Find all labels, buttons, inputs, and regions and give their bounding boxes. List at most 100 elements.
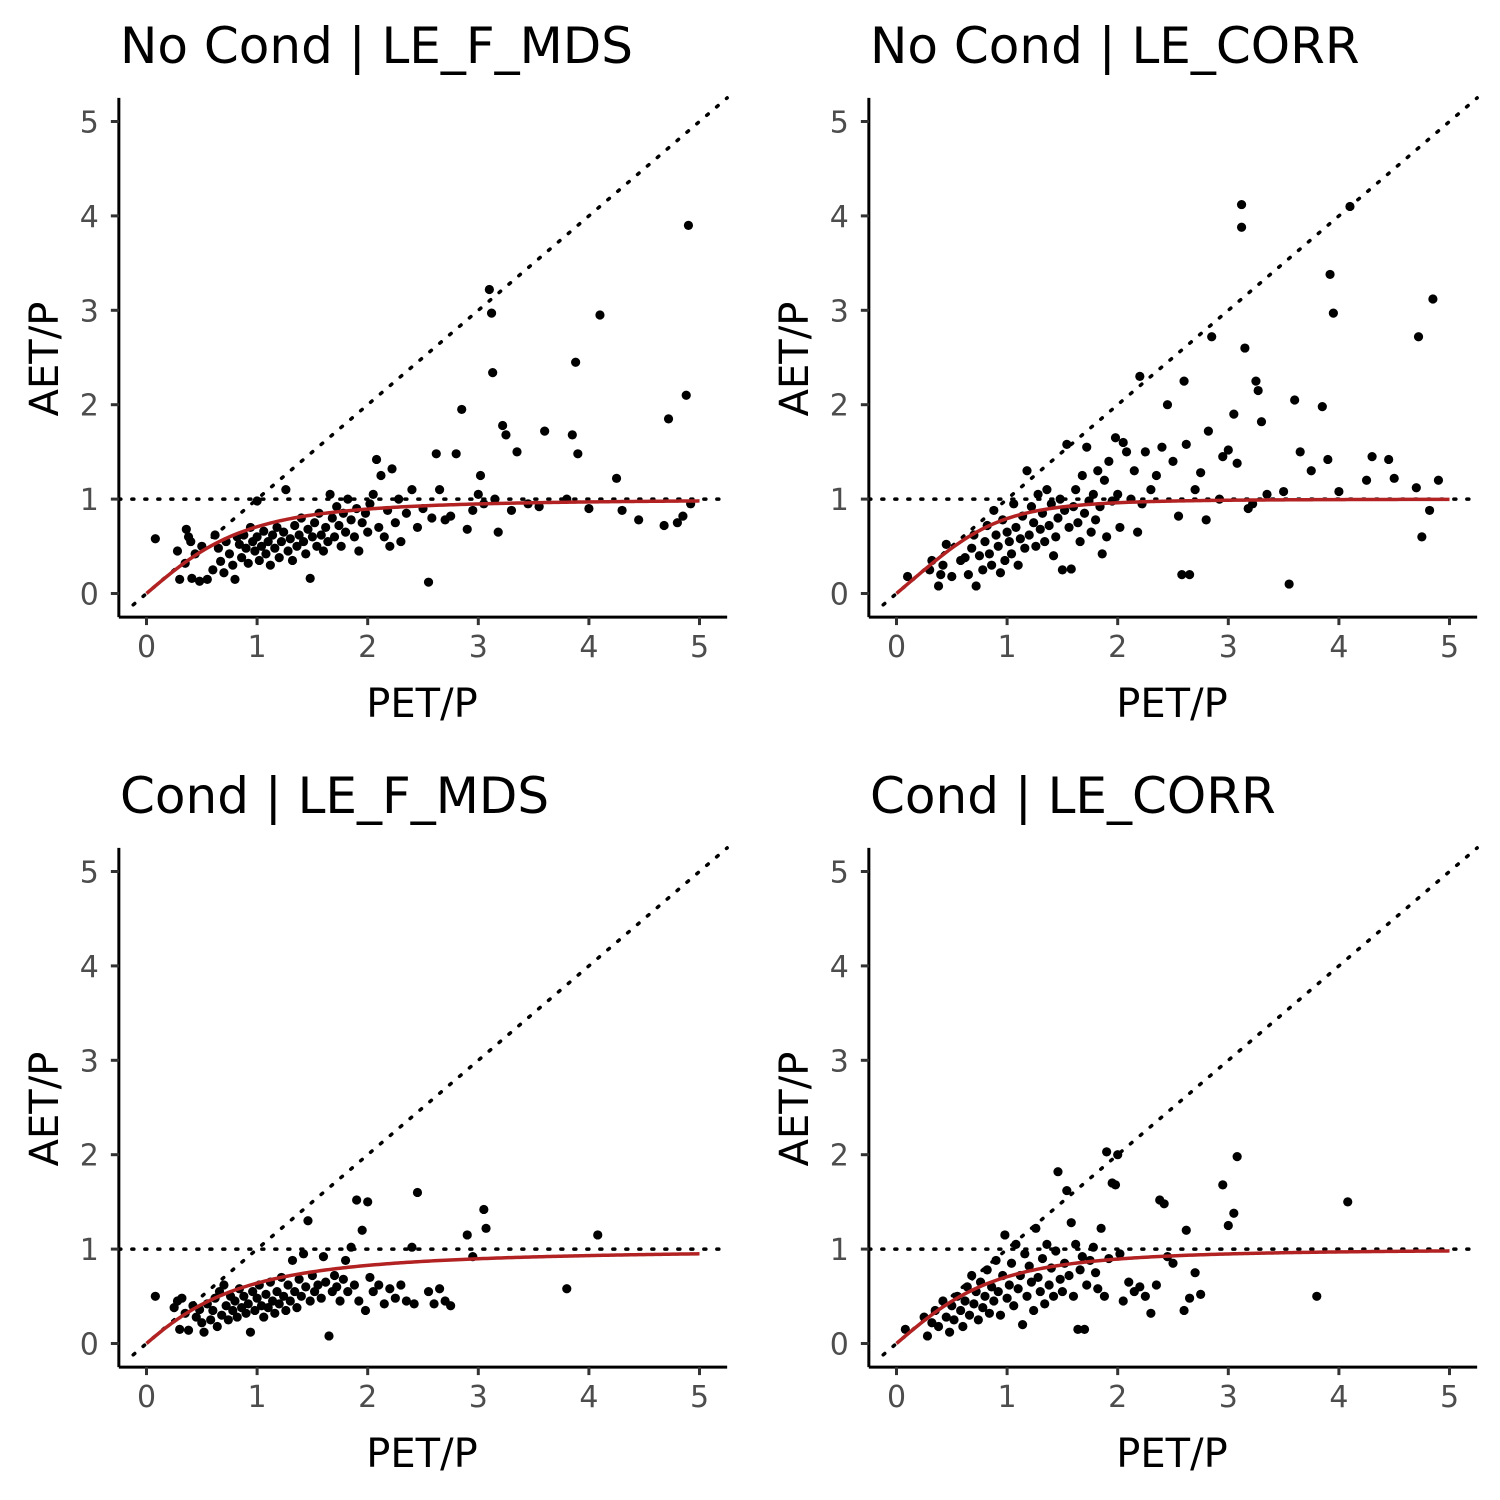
data-point — [1026, 502, 1037, 512]
data-point — [228, 1305, 238, 1316]
data-point — [1181, 439, 1191, 449]
data-point — [335, 1296, 345, 1306]
data-point — [681, 390, 691, 400]
data-point — [984, 1308, 995, 1318]
data-point — [941, 1312, 951, 1322]
data-point — [208, 1305, 218, 1316]
data-point — [1077, 470, 1087, 481]
y-tick-label: 4 — [80, 200, 99, 235]
data-point — [980, 1291, 990, 1301]
data-point — [1079, 1324, 1090, 1334]
data-point — [241, 1308, 251, 1318]
panel-no-cond-le-f-mds: No Cond | LE_F_MDS PET/P AET/P 0 1 2 3 4 5 0 1 2… — [22, 17, 729, 727]
x-tick-label: 5 — [1440, 630, 1459, 665]
data-point — [407, 485, 417, 495]
data-point — [379, 532, 389, 542]
data-point — [989, 505, 999, 516]
data-point — [462, 524, 472, 534]
data-point — [1090, 1268, 1101, 1278]
panel-cond-le-f-mds: Cond | LE_F_MDS PET/P AET/P 0 1 2 3 4 5 0 1 2 3 4 5 — [22, 767, 729, 1477]
data-point — [1048, 1291, 1059, 1301]
data-point — [394, 494, 404, 504]
data-point — [1196, 468, 1206, 478]
x-tick-label: 1 — [248, 630, 267, 665]
data-point — [1236, 222, 1247, 232]
data-point — [208, 565, 218, 575]
data-point — [1384, 454, 1394, 465]
y-tick-label: 3 — [80, 294, 99, 329]
data-point — [1009, 499, 1019, 509]
data-point — [1048, 551, 1059, 561]
data-point — [506, 505, 517, 516]
data-point — [1146, 1308, 1156, 1318]
data-point — [1024, 1261, 1034, 1271]
data-point — [1133, 527, 1143, 537]
data-point — [498, 420, 508, 431]
data-point — [1026, 1277, 1037, 1287]
x-tick-label: 1 — [998, 1380, 1017, 1415]
x-tick-label: 4 — [1329, 630, 1348, 665]
data-point — [1053, 1167, 1063, 1177]
data-point — [1312, 1291, 1322, 1301]
y-tick-label: 2 — [830, 389, 849, 424]
data-point — [947, 571, 957, 582]
data-point — [1057, 1286, 1067, 1297]
data-point — [1029, 1305, 1039, 1316]
data-point — [1284, 579, 1294, 589]
data-point — [1079, 508, 1090, 518]
data-point — [194, 576, 205, 586]
data-point — [270, 543, 280, 553]
data-point — [230, 574, 240, 584]
data-point — [944, 1327, 955, 1337]
data-point — [241, 543, 251, 553]
data-point — [1062, 439, 1072, 449]
fit-curve — [895, 1249, 1450, 1345]
data-point — [186, 536, 196, 547]
data-point — [1232, 458, 1242, 468]
x-tick-label: 4 — [579, 1380, 598, 1415]
data-point — [206, 1315, 216, 1325]
data-point — [294, 530, 304, 540]
data-point — [457, 404, 467, 415]
data-point — [252, 496, 262, 506]
data-point — [900, 1324, 910, 1334]
data-point — [172, 546, 183, 556]
data-point — [960, 553, 970, 563]
data-point — [1057, 565, 1067, 575]
data-point — [567, 430, 577, 440]
data-point — [1062, 1185, 1072, 1196]
data-point — [329, 532, 340, 542]
x-tick-label: 3 — [469, 1380, 488, 1415]
data-point — [1088, 1242, 1098, 1252]
data-point — [1201, 515, 1211, 525]
x-axis-label: PET/P — [366, 1431, 477, 1477]
data-point — [368, 489, 378, 499]
data-point — [1009, 1301, 1019, 1311]
data-point — [177, 1293, 187, 1303]
data-point — [678, 511, 688, 521]
data-point — [357, 1225, 367, 1235]
data-point — [484, 284, 494, 295]
data-point — [1118, 437, 1128, 448]
data-point — [573, 449, 583, 459]
data-point — [434, 1284, 445, 1294]
data-point — [396, 536, 406, 547]
one-to-one-line — [131, 846, 729, 1357]
data-point — [274, 1299, 284, 1309]
data-point — [267, 530, 278, 540]
data-point — [593, 1230, 603, 1240]
data-point — [1082, 1280, 1092, 1290]
data-point — [303, 524, 313, 534]
y-tick-label: 0 — [80, 578, 99, 613]
data-point — [340, 1255, 351, 1266]
data-point — [199, 1327, 209, 1337]
data-point — [1099, 475, 1110, 485]
data-point — [1020, 543, 1030, 553]
data-point — [343, 1286, 353, 1297]
data-point — [427, 513, 437, 523]
data-point — [237, 553, 247, 563]
data-point — [329, 1270, 340, 1281]
x-tick-label: 0 — [137, 630, 156, 665]
data-point — [1013, 560, 1023, 570]
